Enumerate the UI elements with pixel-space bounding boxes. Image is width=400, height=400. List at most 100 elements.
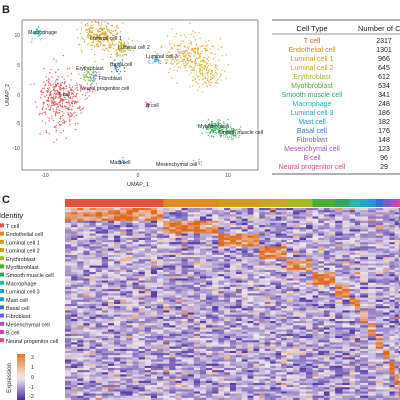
heatmap-cell	[132, 263, 139, 266]
y-tick: 0	[17, 93, 20, 99]
heatmap-cell	[354, 299, 361, 303]
heatmap-cell	[163, 323, 170, 326]
heatmap-cell	[144, 312, 152, 315]
heatmap-cell	[150, 310, 158, 313]
umap-point	[185, 36, 187, 38]
heatmap-cell	[187, 220, 195, 224]
heatmap-cell	[77, 314, 84, 317]
heatmap-cell	[150, 240, 158, 243]
heatmap-cell	[383, 267, 390, 271]
umap-point	[208, 56, 210, 58]
heatmap-cell	[264, 316, 271, 320]
heatmap-cell	[286, 227, 294, 230]
heatmap-cell	[264, 220, 271, 224]
heatmap-cell	[275, 276, 282, 279]
heatmap-cell	[206, 259, 213, 262]
umap-point	[67, 90, 69, 92]
umap-point	[49, 106, 52, 108]
heatmap-cell	[312, 297, 319, 300]
heatmap-cell	[253, 265, 260, 268]
heatmap-cell	[349, 276, 356, 279]
umap-point	[203, 61, 205, 63]
umap-point	[38, 27, 40, 29]
heatmap-cell	[163, 310, 170, 313]
heatmap-cell	[218, 293, 225, 296]
heatmap-cell	[71, 244, 78, 247]
umap-point	[93, 74, 96, 76]
umap-point	[94, 21, 96, 23]
heatmap-cell	[335, 333, 343, 337]
umap-point	[36, 106, 38, 108]
umap-point	[118, 49, 121, 51]
heatmap-cell	[206, 304, 213, 307]
heatmap-cell	[360, 299, 369, 303]
umap-point	[115, 70, 118, 72]
heatmap-cell	[71, 240, 78, 243]
umap-point	[159, 60, 161, 62]
heatmap-cell	[383, 229, 390, 232]
annotation-segment	[368, 199, 377, 207]
heatmap-cell	[354, 297, 361, 300]
heatmap-cell	[270, 231, 276, 234]
heatmap-cell	[335, 272, 343, 275]
heatmap-cell	[375, 267, 384, 271]
heatmap-cell	[71, 304, 78, 307]
umap-point	[214, 53, 216, 56]
heatmap-cell	[360, 286, 369, 290]
heatmap-cell	[181, 229, 188, 232]
heatmap-cell	[349, 263, 356, 266]
heatmap-cell	[157, 286, 164, 290]
heatmap-cell	[175, 293, 182, 296]
umap-y-label: UMAP_2	[5, 84, 11, 106]
heatmap-cell	[218, 310, 225, 313]
heatmap-cell	[275, 274, 282, 277]
heatmap-cell	[270, 276, 276, 279]
heatmap-cell	[175, 240, 182, 243]
heatmap-cell	[107, 284, 115, 288]
heatmap-cell	[199, 220, 207, 224]
heatmap-cell	[335, 312, 343, 315]
heatmap-cell	[264, 257, 271, 260]
heatmap-cell	[299, 242, 307, 245]
y-tick: -5	[16, 121, 21, 127]
heatmap-cell	[71, 274, 78, 277]
heatmap-cell	[218, 248, 225, 251]
umap-point	[116, 35, 118, 38]
heatmap-cell	[157, 210, 164, 213]
heatmap-cell	[150, 259, 158, 262]
heatmap-cell	[138, 252, 145, 256]
heatmap-cell	[275, 272, 282, 275]
heatmap-cell	[281, 237, 287, 241]
heatmap-cell	[65, 308, 72, 311]
heatmap-cell	[349, 306, 356, 309]
heatmap-cell	[95, 336, 103, 339]
heatmap-cell	[107, 242, 115, 245]
heatmap-cell	[89, 210, 96, 213]
heatmap-cell	[169, 329, 176, 332]
heatmap-cell	[144, 263, 152, 266]
heatmap-cell	[95, 321, 103, 324]
heatmap-cell	[335, 229, 343, 232]
heatmap-cell	[206, 276, 213, 279]
heatmap-cell	[306, 257, 313, 260]
heatmap-cell	[241, 254, 248, 258]
heatmap-cell	[150, 276, 158, 279]
heatmap-cell	[83, 321, 90, 324]
heatmap-cell	[394, 235, 399, 239]
umap-point	[215, 122, 217, 125]
heatmap-cell	[375, 208, 384, 211]
umap-point	[56, 90, 59, 92]
heatmap-cell	[169, 265, 176, 268]
umap-point	[91, 36, 94, 39]
heatmap-cell	[394, 333, 399, 337]
heatmap-cell	[157, 259, 164, 262]
umap-point	[55, 60, 57, 62]
heatmap-cell	[230, 227, 237, 230]
heatmap-cell	[163, 246, 170, 249]
heatmap-cell	[150, 231, 158, 234]
heatmap-cell	[65, 231, 72, 234]
heatmap-cell	[335, 293, 343, 296]
heatmap-cell	[138, 259, 145, 262]
heatmap-cell	[169, 233, 176, 236]
heatmap-cell	[169, 252, 176, 256]
